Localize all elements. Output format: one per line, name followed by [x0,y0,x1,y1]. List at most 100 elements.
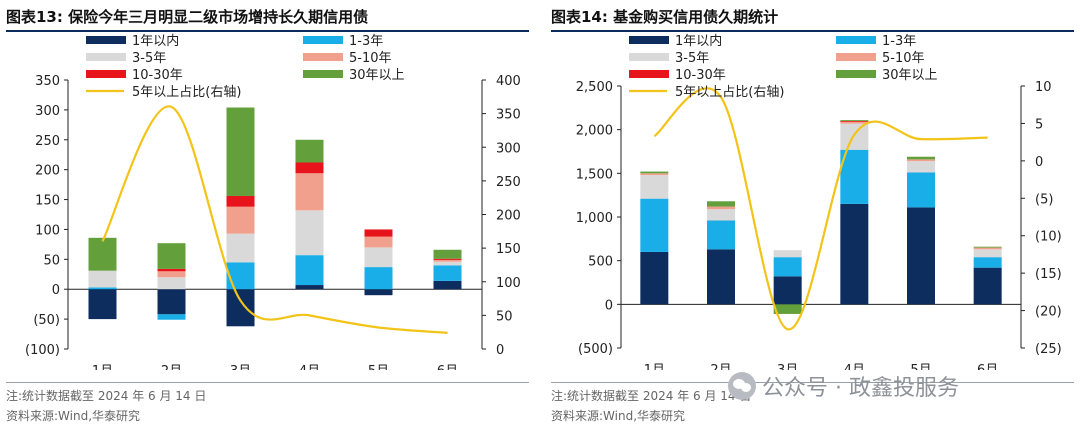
bar-segment [840,149,869,204]
bar-segment [364,267,393,290]
bar-segment [157,314,186,320]
y-tick-label-right: (10) [1035,230,1062,245]
legend-swatch [86,36,126,44]
x-tick-label: 2月 [710,363,731,370]
bar-segment [907,156,935,160]
chart-title: 图表14: 基金购买信用债久期统计 [551,8,779,26]
bar-segment [973,247,1002,250]
bar-segment [640,173,669,176]
y-tick-label-left: 100 [35,223,60,238]
legend-label: 5年以上占比(右轴) [132,85,241,100]
bar-segment [226,206,255,234]
legend-swatch [629,70,669,78]
legend-swatch [836,53,876,61]
bar-segment [433,258,462,260]
legend-label: 5-10年 [882,51,925,66]
y-tick-label-right: 400 [496,74,521,89]
x-tick-label: 4月 [844,363,865,370]
bar-segment [88,237,117,271]
watermark: 公众号 · 政鑫投服务 [728,366,1058,406]
x-tick-label: 5月 [368,364,389,370]
bar-segment [364,236,393,248]
y-tick-label-right: (25) [1035,342,1062,357]
bar-segment [433,259,462,262]
chart-source: 资料来源:Wind,华泰研究 [6,409,141,423]
bar-segment [640,171,669,174]
bar-segment [433,249,462,259]
legend-swatch [629,53,669,61]
y-tick-label-right: 0 [1035,155,1043,170]
bar-segment [295,139,324,163]
bar-segment [640,175,669,199]
legend-label: 5-10年 [349,51,392,66]
chart-note: 注:统计数据截至 2024 年 6 月 14 日 [6,389,207,403]
y-tick-label-left: 0 [52,283,60,298]
wechat-icon [728,372,756,400]
x-tick-label: 6月 [977,363,998,370]
legend-swatch [836,70,876,78]
x-tick-label: 3月 [777,363,798,370]
line-series-5y-plus [653,87,988,331]
y-tick-label-right: 200 [496,209,521,224]
bar-segment [433,265,462,281]
bar-segment [226,107,255,196]
legend-swatch [629,36,669,44]
bar-segment [364,247,393,268]
watermark-text: 公众号 · 政鑫投服务 [762,376,959,401]
legend-label: 3-5年 [132,51,166,66]
x-tick-label: 1月 [92,364,113,370]
legend-swatch [303,36,343,44]
y-tick-label-left: 1,000 [576,211,613,226]
bar-segment [295,285,324,290]
bar-segment [973,246,1002,248]
y-tick-label-right: 5 [1035,117,1043,132]
bar-segment [707,201,735,207]
bar-segment [773,276,802,305]
legend-label: 5年以上占比(右轴) [675,85,784,100]
x-tick-label: 6月 [437,364,458,370]
bar-segment [707,249,735,305]
footer-rule [6,382,529,383]
bar-segment [907,161,935,173]
chart-title: 图表13: 保险今年三月明显二级市场增持长久期信用债 [6,8,369,26]
bar-segment [295,255,324,286]
chart-source: 资料来源:Wind,华泰研究 [551,409,686,423]
bar-segment [88,287,117,290]
bar-segment [226,262,255,290]
y-tick-label-left: 150 [35,194,60,209]
bar-segment [773,257,802,277]
bar-segment [640,198,669,252]
bar-segment [295,210,324,256]
y-tick-label-left: 2,500 [576,80,613,95]
bar-segment [840,121,869,124]
y-tick-label-left: (100) [25,343,60,358]
y-tick-label-right: (20) [1035,305,1062,320]
bar-segment [707,209,735,221]
bar-segment [226,233,255,263]
bar-segment [157,289,186,315]
bar-line-chart: (100) (50) 0 50 100 150 200 250 300 350 0 50 100 150 2… [25,33,521,370]
bar-segment [364,229,393,237]
y-tick-label-left: 2,000 [576,124,613,139]
bar-segment [157,277,186,290]
bar-line-chart: (500) 0 500 1,000 1,500 2,000 2,500 (25) (20) (15… [576,33,1062,370]
footer-rule [551,382,1074,383]
bar-segment [157,268,186,272]
legend-label: 10-30年 [132,68,183,83]
bar-segment [973,257,1002,268]
legend-label: 1-3年 [882,34,916,49]
legend-swatch [303,70,343,78]
y-tick-label-right: 300 [496,141,521,156]
bar-segment [707,206,735,210]
legend-label: 1年以内 [132,33,179,49]
bar-segment [88,289,117,320]
legend-label: 1-3年 [349,34,383,49]
y-tick-label-right: 100 [496,276,521,291]
bar-segment [707,220,735,250]
y-tick-label-right: 50 [496,309,513,324]
bar-segment [773,250,802,258]
legend-swatch [86,53,126,61]
y-tick-label-right: 350 [496,108,521,123]
y-tick-label-right: 10 [1035,80,1052,95]
bar-segment [433,261,462,266]
